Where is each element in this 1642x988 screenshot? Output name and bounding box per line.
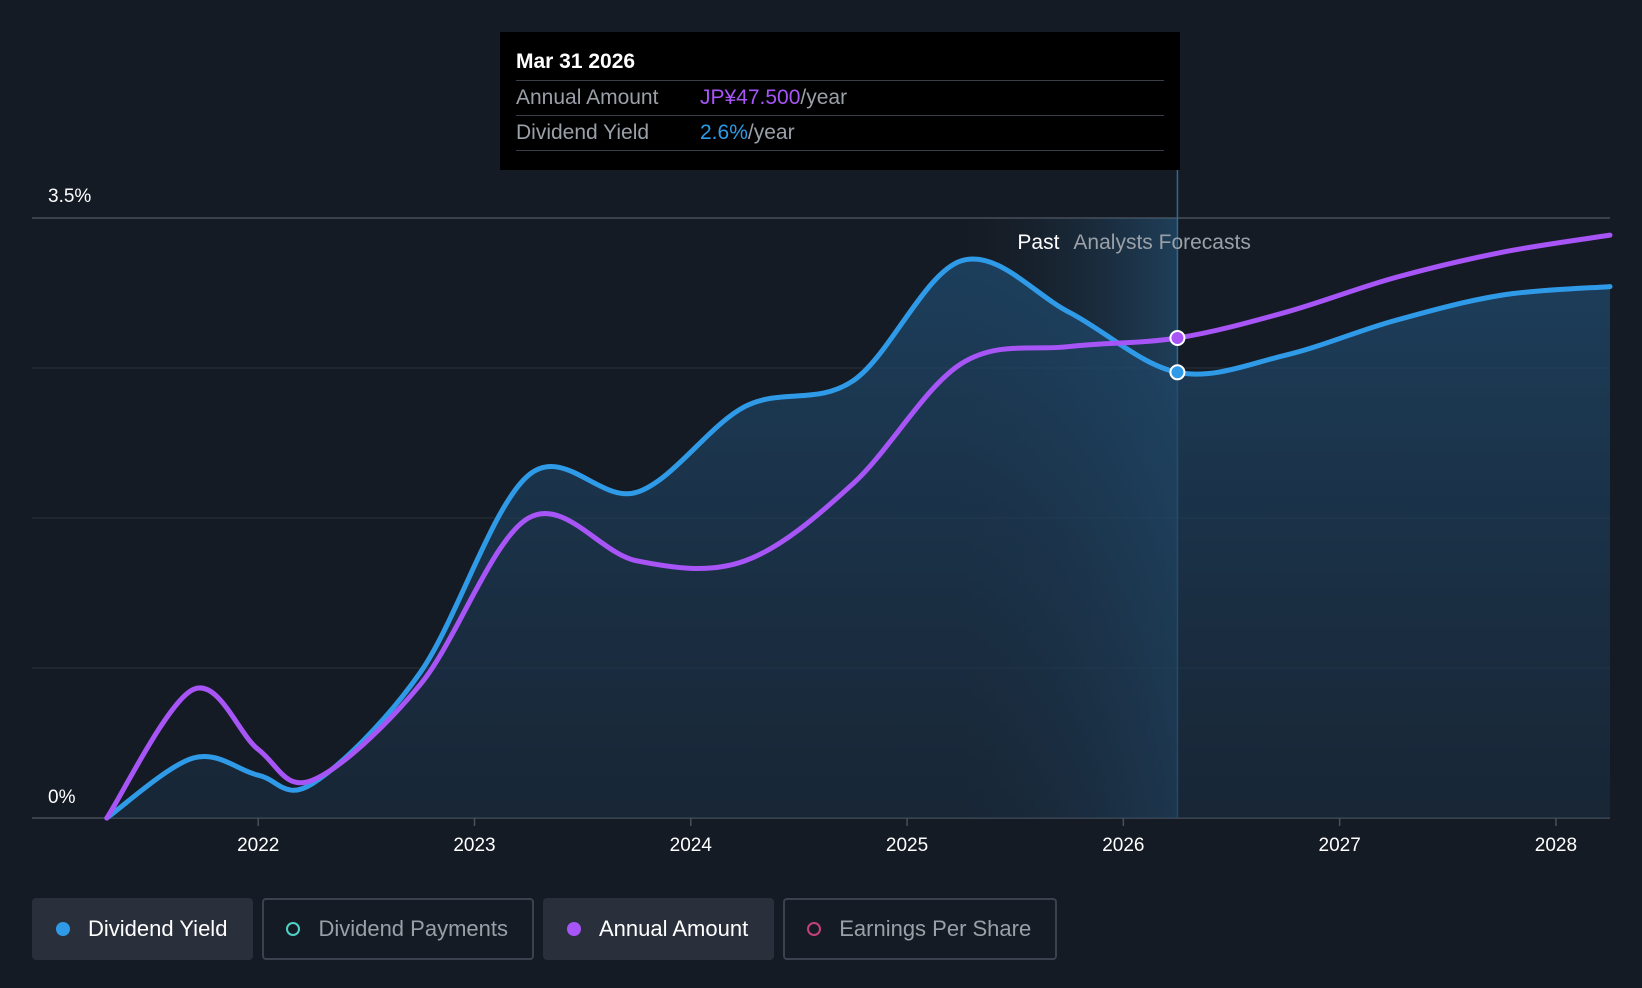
tooltip-label: Dividend Yield <box>516 121 650 144</box>
past-label: Past <box>1017 231 1059 254</box>
tooltip-date: Mar 31 2026 <box>516 46 1164 81</box>
tooltip-label: Annual Amount <box>516 86 659 109</box>
x-tick-label: 2024 <box>670 835 713 856</box>
tooltip: Mar 31 2026 Annual Amount JP¥47.500/year… <box>500 32 1180 170</box>
annual-amount-dot-icon <box>566 922 581 936</box>
highlight-marker <box>1169 364 1186 381</box>
x-tick-label: 2027 <box>1319 835 1361 856</box>
tooltip-value: JP¥47.500 <box>700 86 801 109</box>
legend-earnings-per-share-button[interactable]: Earnings Per Share <box>783 898 1058 960</box>
legend-dividend-yield-button[interactable]: Dividend Yield <box>32 898 254 960</box>
legend-label: Earnings Per Share <box>839 916 1032 941</box>
x-tick-label: 2028 <box>1535 835 1577 856</box>
x-tick-label: 2022 <box>237 835 279 856</box>
legend-label: Dividend Payments <box>318 916 508 941</box>
legend-label: Dividend Yield <box>88 916 228 941</box>
dividend-payments-dot-icon <box>286 922 301 936</box>
dividend-yield-dot-icon <box>56 922 70 936</box>
legend-dividend-payments-button[interactable]: Dividend Payments <box>262 898 534 960</box>
series-line-dividend-yield <box>104 256 1613 821</box>
highlight-marker <box>1169 330 1186 346</box>
x-tick-label: 2026 <box>1102 835 1144 856</box>
tooltip-unit: /year <box>747 121 795 144</box>
legend-annual-amount-button[interactable]: Annual Amount <box>542 898 775 960</box>
y-tick-label: 3.5% <box>48 186 91 207</box>
legend-label: Annual Amount <box>598 916 749 941</box>
dividend-yield-area <box>106 258 1610 818</box>
tooltip-unit: /year <box>800 86 848 109</box>
x-tick-label: 2025 <box>886 835 928 856</box>
axis-ticks: 2022 2023 2024 2025 2026 2027 2028 0% 3.5% <box>48 186 1577 856</box>
tooltip-value: 2.6% <box>700 121 748 144</box>
tooltip-row-dividend-yield: Dividend Yield 2.6%/year <box>516 116 1164 151</box>
series-line-annual-amount <box>104 232 1613 821</box>
earnings-per-share-dot-icon <box>807 922 822 936</box>
legend: Dividend Yield Dividend Payments Annual … <box>32 898 1058 960</box>
highlight-markers <box>1169 330 1186 381</box>
forecast-label: Analysts Forecasts <box>1073 231 1250 254</box>
x-tick-label: 2023 <box>453 835 495 856</box>
series-layer <box>104 232 1613 821</box>
tooltip-row-annual-amount: Annual Amount JP¥47.500/year <box>516 81 1164 116</box>
y-tick-label: 0% <box>48 787 76 808</box>
